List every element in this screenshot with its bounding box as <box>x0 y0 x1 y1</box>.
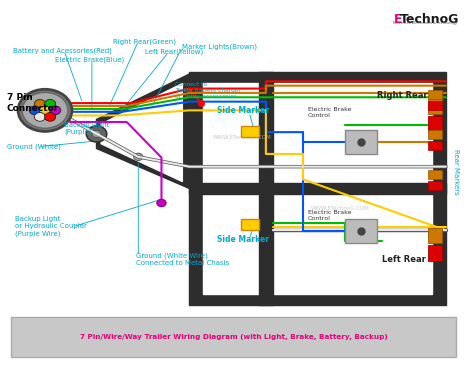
Bar <box>259 72 273 305</box>
Bar <box>428 141 442 150</box>
Circle shape <box>86 126 107 142</box>
Text: Left Rear: Left Rear <box>382 255 426 264</box>
Circle shape <box>45 100 55 108</box>
Bar <box>189 183 446 194</box>
Bar <box>241 219 259 230</box>
Bar <box>428 90 442 100</box>
Circle shape <box>39 106 51 115</box>
Bar <box>428 181 442 190</box>
Circle shape <box>29 106 40 115</box>
Text: 7 Pin/Wire/Way Trailer Wiring Diagram (with Light, Brake, Battery, Backup): 7 Pin/Wire/Way Trailer Wiring Diagram (w… <box>80 335 387 340</box>
Text: Connect to
Trailer battery charger
or  other accessories: Connect to Trailer battery charger or ot… <box>175 82 241 99</box>
Text: Ground (White): Ground (White) <box>7 143 61 150</box>
Bar <box>428 130 442 139</box>
Text: E: E <box>393 13 402 26</box>
Text: Marker Lights(Brown): Marker Lights(Brown) <box>182 44 257 50</box>
Circle shape <box>18 89 72 131</box>
Circle shape <box>45 112 55 121</box>
Text: Backup Light
or Hydraulic Coupler
(Purple Wire): Backup Light or Hydraulic Coupler (Purpl… <box>15 216 87 237</box>
Text: 7 Pin
Connector: 7 Pin Connector <box>7 93 59 113</box>
Text: Side Marker: Side Marker <box>217 106 269 115</box>
Circle shape <box>22 93 68 128</box>
Polygon shape <box>101 83 182 182</box>
Bar <box>428 101 442 111</box>
Circle shape <box>34 112 46 121</box>
Bar <box>428 245 442 261</box>
Text: Electric Brake
Control: Electric Brake Control <box>308 210 351 221</box>
Bar <box>428 116 442 132</box>
Text: Side Marker: Side Marker <box>217 235 269 244</box>
Text: Battery and Acessories(Red): Battery and Acessories(Red) <box>13 47 112 54</box>
Bar <box>428 100 442 114</box>
Text: Right Rear: Right Rear <box>377 92 428 100</box>
Text: WWW.ETechnoG.COM: WWW.ETechnoG.COM <box>213 135 272 140</box>
Bar <box>203 83 432 294</box>
Text: Electrical, Electronics & Technology: Electrical, Electronics & Technology <box>393 21 457 25</box>
Bar <box>345 219 377 243</box>
Text: Backup Light
(Purple): Backup Light (Purple) <box>64 122 109 135</box>
Text: Right Rear(Green): Right Rear(Green) <box>113 38 176 45</box>
Circle shape <box>157 199 166 207</box>
Bar <box>345 130 377 154</box>
Text: WWW.ETechnoG.COM: WWW.ETechnoG.COM <box>311 206 370 211</box>
Text: Electric Brake(Blue): Electric Brake(Blue) <box>55 56 124 63</box>
Circle shape <box>34 100 46 108</box>
Text: TechnoG: TechnoG <box>400 13 459 26</box>
Text: Left Rear(Yellow): Left Rear(Yellow) <box>145 49 203 56</box>
Text: Rear Markers: Rear Markers <box>453 149 459 195</box>
Bar <box>241 126 259 137</box>
Bar <box>428 228 442 243</box>
Text: Ground (White Wire)
Connected to Metal Chasis: Ground (White Wire) Connected to Metal C… <box>136 253 229 266</box>
Bar <box>189 72 446 305</box>
Text: Electric Brake
Control: Electric Brake Control <box>308 107 351 117</box>
Bar <box>11 317 456 357</box>
Bar <box>428 170 442 179</box>
Polygon shape <box>97 74 189 188</box>
Circle shape <box>50 106 61 115</box>
Circle shape <box>134 153 143 160</box>
Circle shape <box>92 130 101 138</box>
